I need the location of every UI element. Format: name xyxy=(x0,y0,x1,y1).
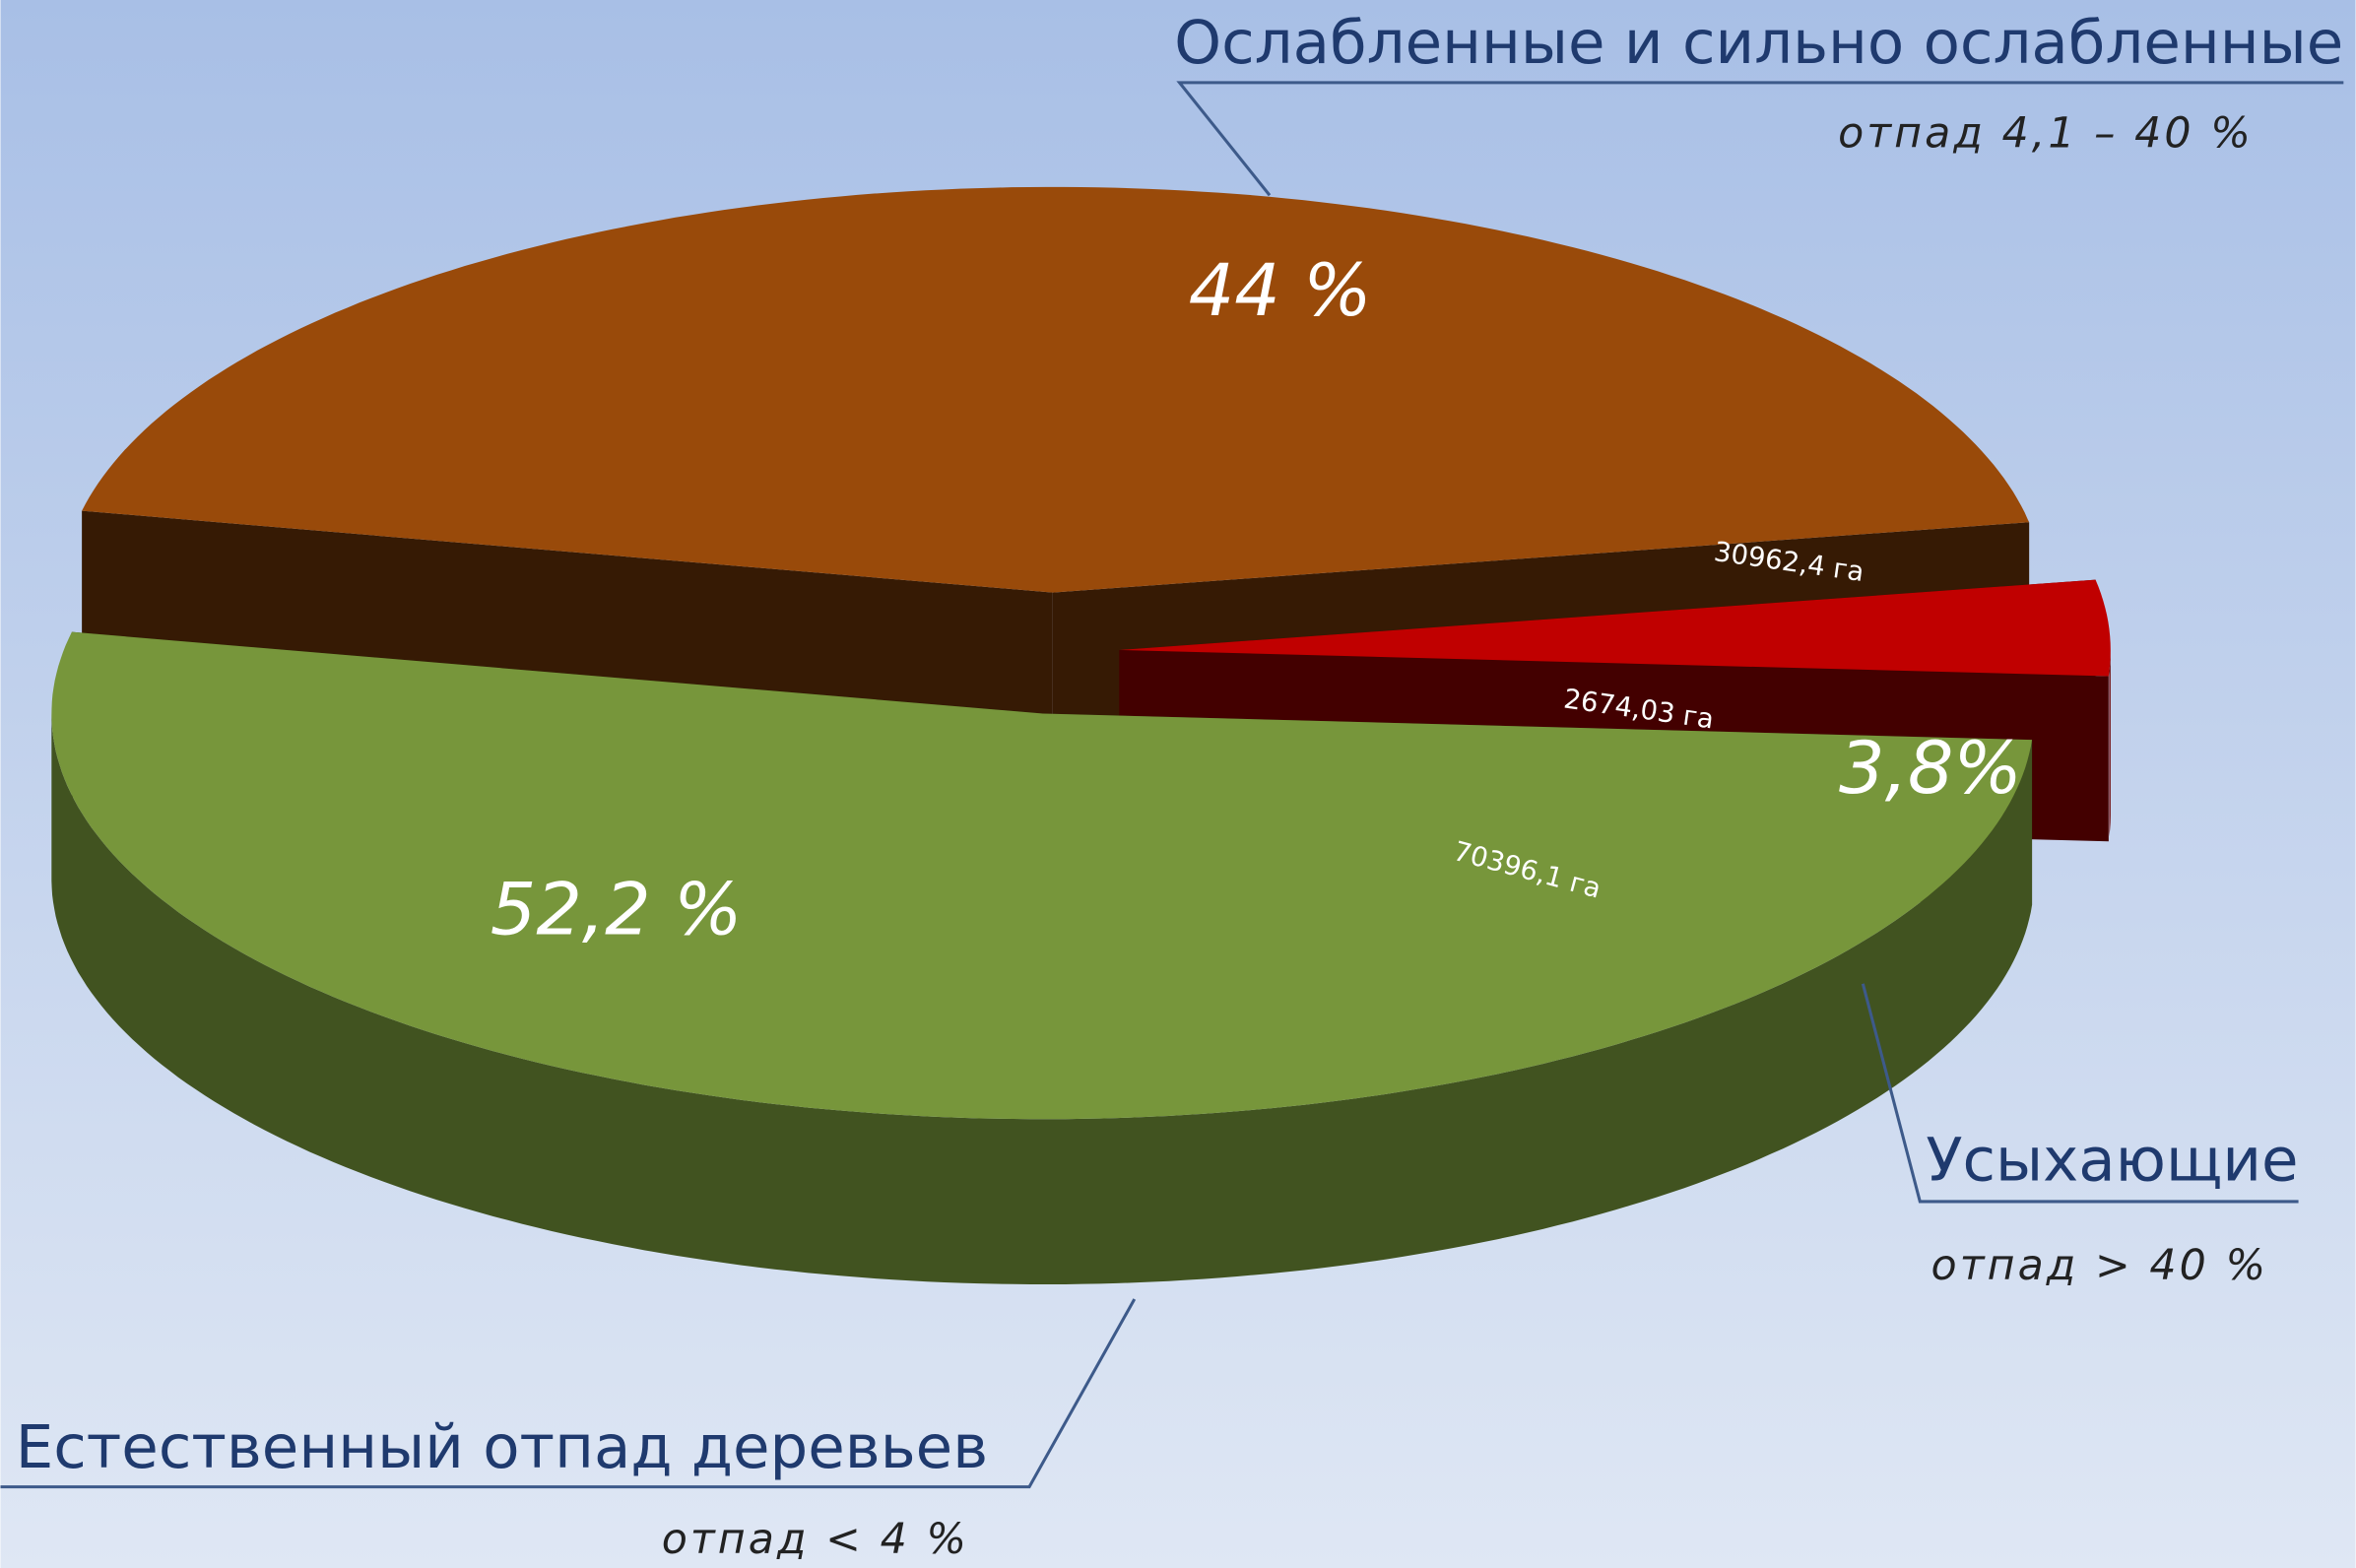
slice xyxy=(51,631,2033,1120)
slice-wall xyxy=(2109,650,2111,837)
leader-line xyxy=(0,1298,1137,1489)
category-label: Ослабленные и сильно ослабленные xyxy=(1174,8,2343,78)
slice xyxy=(82,186,2030,593)
slice-wall xyxy=(51,715,2033,1284)
pie xyxy=(51,186,2111,1284)
value-label: 52,2 % xyxy=(491,868,743,951)
category-label: Усыхающие xyxy=(1926,1126,2298,1196)
leader-line xyxy=(1861,983,2299,1204)
slice xyxy=(1119,579,2111,677)
value-label: 44 % xyxy=(1189,249,1372,333)
labels: 52,2 % 44 % 3,8% 70396,1 га 30962,4 га 2… xyxy=(491,249,2022,951)
note: отпад 4,1 – 40 % xyxy=(1838,108,2254,158)
category-label: Естественный отпад деревьев xyxy=(16,1412,988,1482)
leader-line xyxy=(1176,81,2344,197)
note: отпад < 4 % xyxy=(662,1515,969,1564)
note: отпад > 40 % xyxy=(1931,1241,2269,1290)
value-label: 3,8% xyxy=(1839,727,2022,811)
